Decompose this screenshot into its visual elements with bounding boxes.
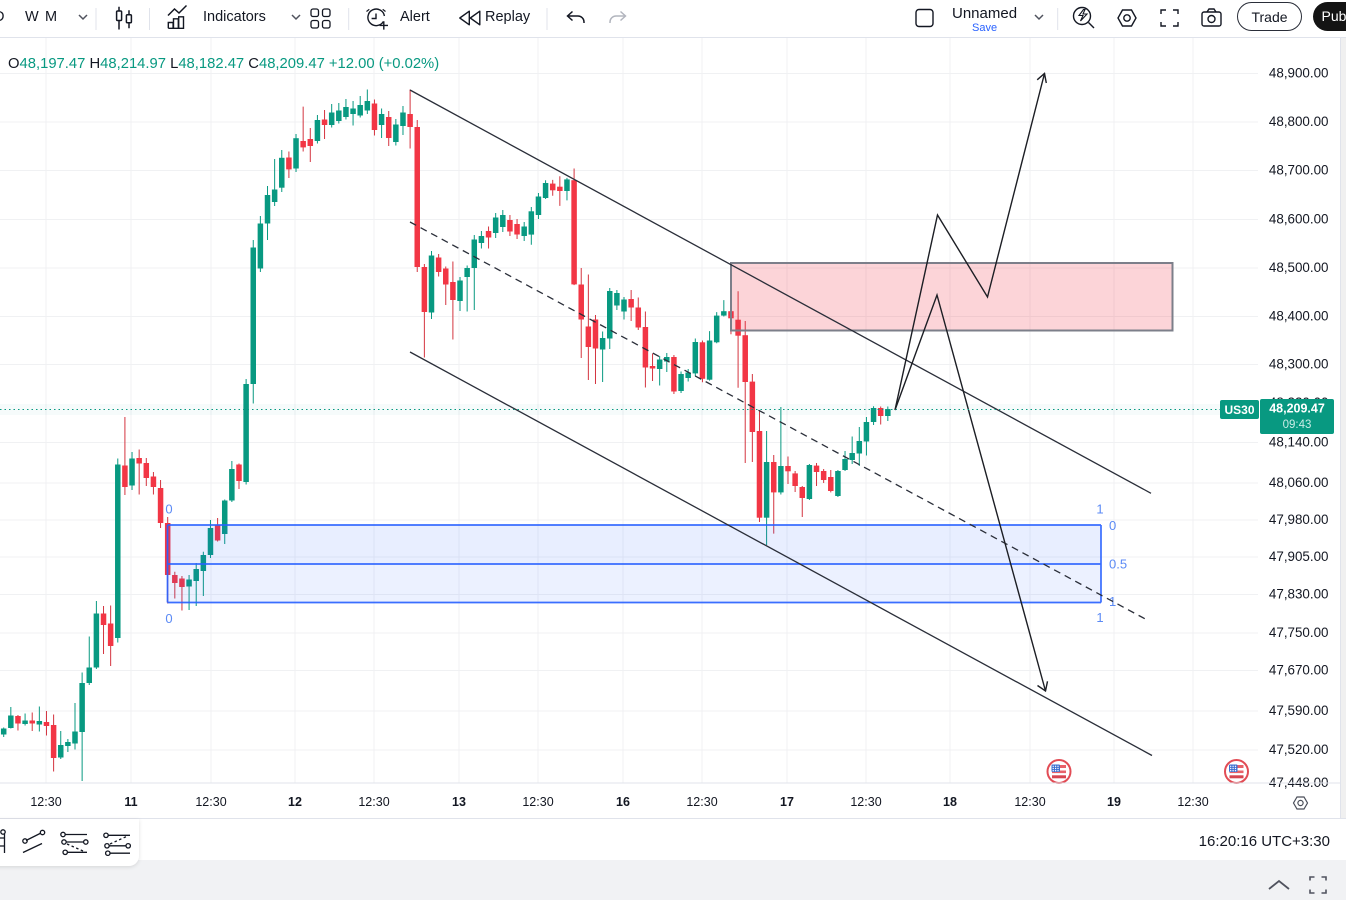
- svg-text:47,670.00: 47,670.00: [1269, 663, 1329, 678]
- svg-text:47,905.00: 47,905.00: [1269, 549, 1329, 564]
- svg-text:0: 0: [165, 611, 172, 626]
- svg-text:47,750.00: 47,750.00: [1269, 625, 1329, 640]
- svg-text:1: 1: [1096, 610, 1103, 625]
- svg-text:47,520.00: 47,520.00: [1269, 742, 1329, 757]
- svg-text:11: 11: [124, 795, 137, 809]
- svg-text:12:30: 12:30: [1014, 795, 1045, 809]
- svg-text:47,590.00: 47,590.00: [1269, 703, 1329, 718]
- svg-text:12:30: 12:30: [850, 795, 881, 809]
- svg-text:48,300.00: 48,300.00: [1269, 357, 1329, 372]
- svg-text:12:30: 12:30: [195, 795, 226, 809]
- svg-text:18: 18: [943, 795, 957, 809]
- svg-text:16: 16: [616, 795, 630, 809]
- svg-text:0.5: 0.5: [1109, 557, 1127, 572]
- svg-text:48,500.00: 48,500.00: [1269, 260, 1329, 275]
- svg-text:19: 19: [1107, 795, 1121, 809]
- svg-text:12:30: 12:30: [686, 795, 717, 809]
- svg-text:12:30: 12:30: [522, 795, 553, 809]
- svg-text:1: 1: [1096, 502, 1103, 517]
- svg-text:48,900.00: 48,900.00: [1269, 66, 1329, 81]
- svg-text:13: 13: [452, 795, 466, 809]
- svg-text:48,209.47: 48,209.47: [1269, 402, 1325, 416]
- svg-text:48,060.00: 48,060.00: [1269, 475, 1329, 490]
- svg-text:48,600.00: 48,600.00: [1269, 212, 1329, 227]
- svg-text:12:30: 12:30: [358, 795, 389, 809]
- svg-text:48,700.00: 48,700.00: [1269, 163, 1329, 178]
- svg-text:US30: US30: [1224, 403, 1254, 417]
- svg-text:48,140.00: 48,140.00: [1269, 435, 1329, 450]
- svg-text:09:43: 09:43: [1283, 419, 1312, 431]
- svg-text:0: 0: [165, 502, 172, 517]
- svg-text:48,800.00: 48,800.00: [1269, 114, 1329, 129]
- svg-text:O48,197.47 H48,214.97 L48,182.: O48,197.47 H48,214.97 L48,182.47 C48,209…: [8, 56, 439, 72]
- svg-text:12:30: 12:30: [30, 795, 61, 809]
- svg-text:17: 17: [780, 795, 794, 809]
- svg-text:0: 0: [1109, 518, 1116, 533]
- svg-text:48,400.00: 48,400.00: [1269, 309, 1329, 324]
- svg-text:12: 12: [288, 795, 302, 809]
- svg-text:12:30: 12:30: [1177, 795, 1208, 809]
- svg-text:47,830.00: 47,830.00: [1269, 587, 1329, 602]
- svg-text:47,980.00: 47,980.00: [1269, 512, 1329, 527]
